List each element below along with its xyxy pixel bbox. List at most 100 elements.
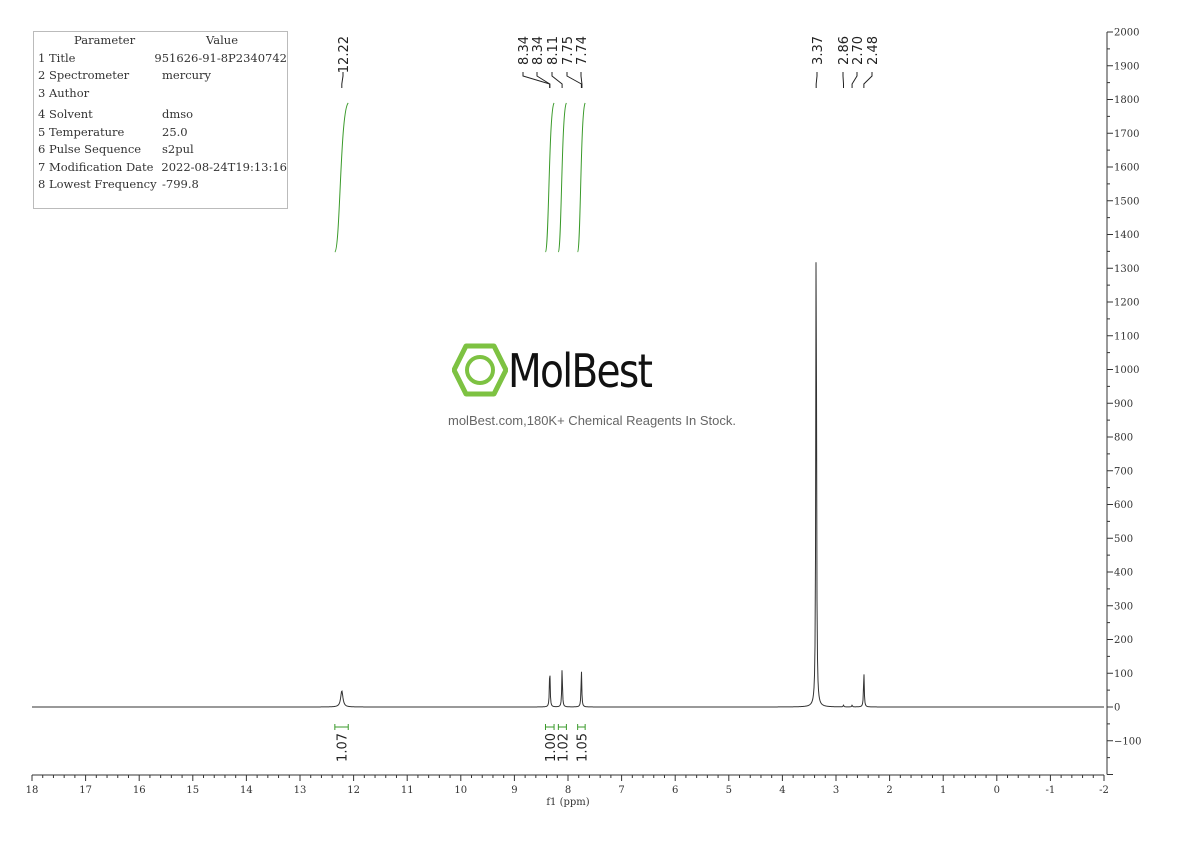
peak-label-connector [863,72,873,88]
x-axis-label: f1 (ppm) [546,797,589,808]
integral-bracket [334,724,349,730]
parameter-value: 951626-91-8P2340742 [154,50,287,65]
integral-curve [557,102,567,253]
watermark-tagline: molBest.com,180K+ Chemical Reagents In S… [448,413,736,428]
x-tick-label: 10 [454,785,467,796]
y-tick-label: 2000 [1114,28,1139,39]
peak-label-connector [851,72,858,88]
x-tick-label: 2 [886,785,892,796]
peak-label: 3.37 [811,36,826,65]
y-tick-label: 900 [1114,399,1133,410]
parameter-name: 8 Lowest Frequency [38,177,157,191]
x-tick-label: 18 [26,785,39,796]
y-tick-label: 1800 [1114,95,1139,106]
y-tick-label: 800 [1114,433,1133,444]
x-tick-label: 16 [133,785,146,796]
parameter-row: 1 Title 951626-91-8P2340742 [34,50,287,68]
x-tick-label: 14 [240,785,253,796]
x-tick-label: 7 [618,785,624,796]
integral-bracket [544,724,555,730]
parameter-name: 2 Spectrometer [38,68,130,82]
x-tick-label: 13 [294,785,307,796]
x-tick-label: 5 [726,785,732,796]
parameter-name: 1 Title [38,50,76,65]
peak-label-connector [522,72,551,88]
watermark-name: MolBest [508,344,653,398]
parameter-row: 6 Pulse Sequence s2pul [34,141,287,159]
y-tick-label: 300 [1114,601,1133,612]
parameter-value: -799.8 [162,177,199,191]
parameter-row: 5 Temperature 25.0 [34,124,287,142]
parameter-row: 8 Lowest Frequency -799.8 [34,176,287,194]
peak-label-connector [551,72,563,88]
parameter-value: mercury [162,68,212,82]
parameter-row: 7 Modification Date 2022-08-24T19:13:16 [34,159,287,177]
peak-label: 8.11 [546,36,561,65]
x-tick-label: 6 [672,785,678,796]
benzene-logo-icon [452,343,508,397]
integral-value: 1.07 [336,733,351,762]
y-tick-label: 1500 [1114,196,1139,207]
parameter-name: 4 Solvent [38,107,93,121]
y-tick-label: 500 [1114,534,1133,545]
peak-label-connector [580,72,583,88]
parameter-value: dmso [162,107,194,121]
y-tick-label: 1000 [1114,365,1139,376]
parameter-row: 3 Author [34,85,287,103]
y-tick-label: 1200 [1114,298,1139,309]
x-tick-label: -1 [1046,785,1056,796]
x-tick-label: 3 [833,785,839,796]
parameter-header: Parameter Value [74,33,238,47]
y-tick-label: 1600 [1114,163,1139,174]
peak-label: 7.74 [575,36,590,65]
y-tick-label: −100 [1114,736,1141,747]
peak-label: 8.34 [531,36,546,65]
parameter-value: 25.0 [162,124,188,139]
integral-value: 1.05 [575,733,590,762]
peak-label-connector [842,72,845,88]
parameter-name: 3 Author [38,85,90,100]
integral-curve [334,102,349,253]
x-tick-label: 0 [994,785,1000,796]
peak-label-connector [341,72,344,88]
parameter-table: Parameter Value 1 Title 951626-91-8P23407… [33,31,288,209]
y-tick-label: 200 [1114,635,1133,646]
peak-label: 2.70 [851,36,866,65]
y-tick-label: 600 [1114,500,1133,511]
y-tick-label: 1700 [1114,129,1139,140]
x-tick-label: 17 [79,785,92,796]
y-tick-label: 1100 [1114,331,1139,342]
parameter-name: 6 Pulse Sequence [38,142,142,156]
x-tick-label: 9 [511,785,517,796]
watermark: MolBest molBest.com,180K+ Chemical Reage… [448,340,750,430]
peak-label-connector [566,72,582,88]
y-tick-label: 1900 [1114,61,1139,72]
spectrum-line [32,262,1104,708]
x-tick-label: -2 [1099,785,1109,796]
integral-value: 1.02 [556,733,571,762]
y-tick-label: 0 [1114,703,1120,714]
y-tick-label: 100 [1114,669,1133,680]
peak-label-connector [815,72,818,88]
y-tick-label: 700 [1114,466,1133,477]
y-tick-label: 1400 [1114,230,1139,241]
peak-label: 8.34 [517,36,532,65]
peak-label: 2.48 [866,36,881,65]
peak-label: 2.86 [837,36,852,65]
x-tick-label: 12 [347,785,360,796]
x-tick-label: 8 [565,785,571,796]
parameter-name: 7 Modification Date [38,159,154,174]
integral-bracket [557,724,567,730]
parameter-value: s2pul [162,142,194,156]
y-tick-label: 400 [1114,568,1133,579]
peak-label: 12.22 [337,36,352,73]
x-tick-label: 15 [186,785,199,796]
parameter-row: 4 Solvent dmso [34,106,287,124]
x-tick-label: 1 [940,785,946,796]
integral-curve [577,102,586,253]
integral-curve [544,102,555,253]
peak-label: 7.75 [561,36,576,65]
parameter-name: 5 Temperature [38,124,125,139]
